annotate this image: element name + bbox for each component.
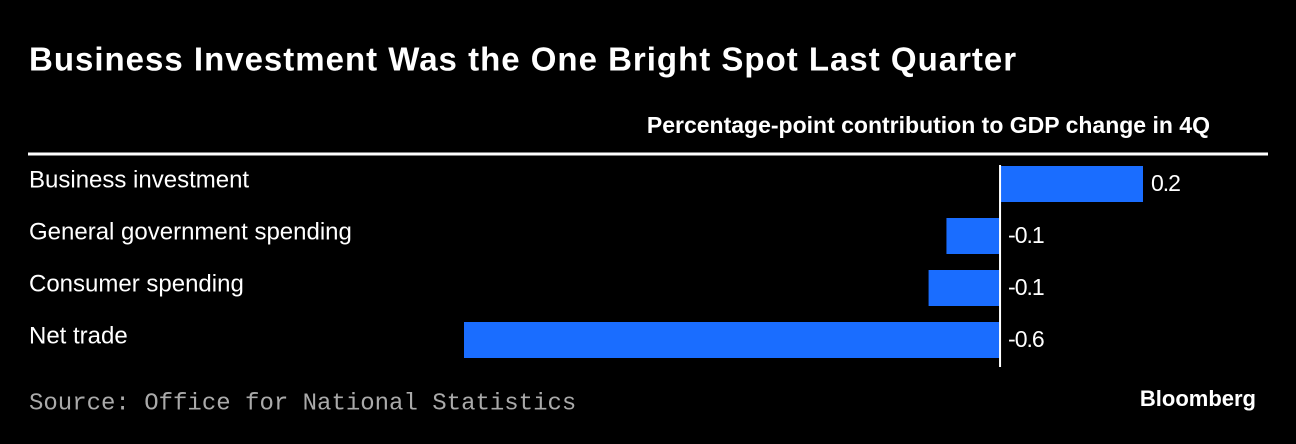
bar [1000,166,1143,202]
bar [928,270,1001,306]
brand-logo: Bloomberg [1140,386,1256,411]
value-label: -0.1 [1008,274,1044,300]
value-label: -0.6 [1008,326,1044,352]
category-label: Consumer spending [29,270,244,297]
bar [946,218,1001,254]
category-label: General government spending [29,218,352,245]
bar [464,322,1001,358]
chart-title: Business Investment Was the One Bright S… [29,41,1017,78]
chart-subtitle: Percentage-point contribution to GDP cha… [647,112,1210,138]
source-note: Source: Office for National Statistics [29,390,576,417]
value-label: -0.1 [1008,222,1044,248]
category-label: Business investment [29,166,249,193]
value-label: 0.2 [1151,170,1180,196]
category-label: Net trade [29,322,128,349]
